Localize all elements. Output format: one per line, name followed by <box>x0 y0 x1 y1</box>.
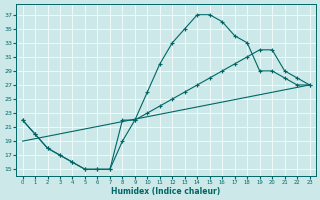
X-axis label: Humidex (Indice chaleur): Humidex (Indice chaleur) <box>111 187 221 196</box>
